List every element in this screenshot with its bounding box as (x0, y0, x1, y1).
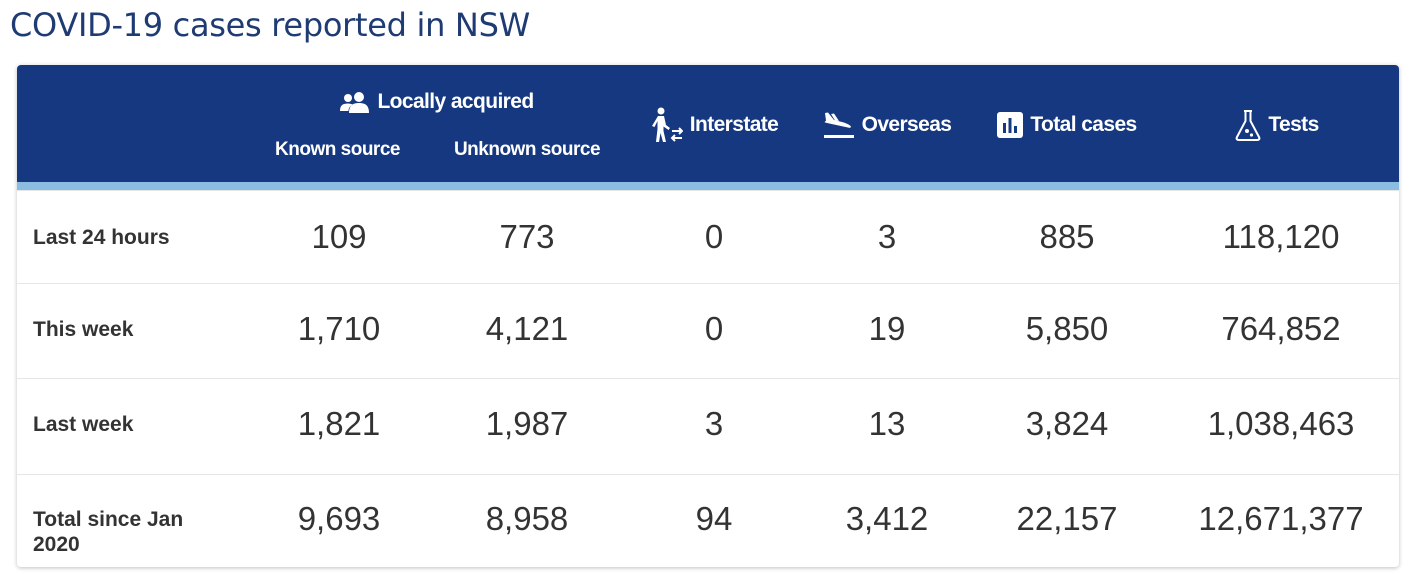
tests-value: 764,852 (1221, 310, 1341, 347)
header-total-cases-label: Total cases (1030, 113, 1137, 136)
header-locally-acquired: Locally acquired (337, 85, 537, 119)
total-cases-value: 3,824 (1025, 405, 1109, 442)
table-row: Total since Jan 2020 9,693 8,958 94 3,41… (17, 474, 1399, 567)
people-icon (340, 92, 370, 113)
total-cases-value: 5,850 (1025, 310, 1109, 347)
page-title: COVID-19 cases reported in NSW (10, 6, 530, 44)
plane-landing-icon (823, 112, 854, 138)
known-source-value: 109 (311, 218, 367, 255)
known-source-value: 9,693 (297, 500, 381, 537)
header-known-source: Known source (275, 139, 400, 160)
tests-value: 12,671,377 (1198, 500, 1364, 537)
header-total-cases: Total cases (987, 105, 1147, 145)
header-accent-bar (17, 182, 1399, 190)
overseas-value: 13 (868, 405, 906, 442)
tests-value: 118,120 (1222, 218, 1340, 255)
table-header: Locally acquired Known source Unknown so… (17, 65, 1399, 182)
header-tests-label: Tests (1268, 113, 1319, 136)
flask-icon (1235, 110, 1261, 141)
row-label: Last week (33, 413, 134, 436)
interstate-value: 0 (704, 310, 724, 347)
table-row: Last 24 hours 109 773 0 3 885 118,120 (17, 190, 1399, 284)
row-label: Total since Jan 2020 (33, 508, 184, 556)
overseas-value: 3,412 (845, 500, 929, 537)
unknown-source-value: 4,121 (485, 310, 569, 347)
header-locally-acquired-label: Locally acquired (377, 90, 534, 113)
header-tests: Tests (1207, 105, 1347, 145)
header-interstate-label: Interstate (689, 113, 779, 136)
interstate-value: 94 (695, 500, 733, 537)
known-source-value: 1,710 (297, 310, 381, 347)
header-interstate: Interstate (637, 105, 792, 145)
unknown-source-value: 1,987 (485, 405, 569, 442)
overseas-value: 19 (868, 310, 906, 347)
row-label: Last 24 hours (33, 226, 170, 249)
traveller-icon (651, 107, 683, 142)
overseas-value: 3 (877, 218, 897, 255)
row-label: This week (33, 318, 134, 341)
interstate-value: 0 (704, 218, 724, 255)
known-source-value: 1,821 (297, 405, 381, 442)
interstate-value: 3 (704, 405, 724, 442)
unknown-source-value: 773 (499, 218, 555, 255)
table-row: Last week 1,821 1,987 3 13 3,824 1,038,4… (17, 378, 1399, 475)
header-overseas-label: Overseas (861, 113, 952, 136)
total-cases-value: 885 (1039, 218, 1095, 255)
header-unknown-source: Unknown source (453, 139, 601, 160)
total-cases-value: 22,157 (1016, 500, 1118, 537)
cases-table: Locally acquired Known source Unknown so… (17, 65, 1399, 567)
bar-chart-icon (997, 112, 1024, 138)
tests-value: 1,038,463 (1207, 405, 1355, 442)
header-overseas: Overseas (812, 105, 962, 145)
table-row: This week 1,710 4,121 0 19 5,850 764,852 (17, 283, 1399, 379)
unknown-source-value: 8,958 (485, 500, 569, 537)
